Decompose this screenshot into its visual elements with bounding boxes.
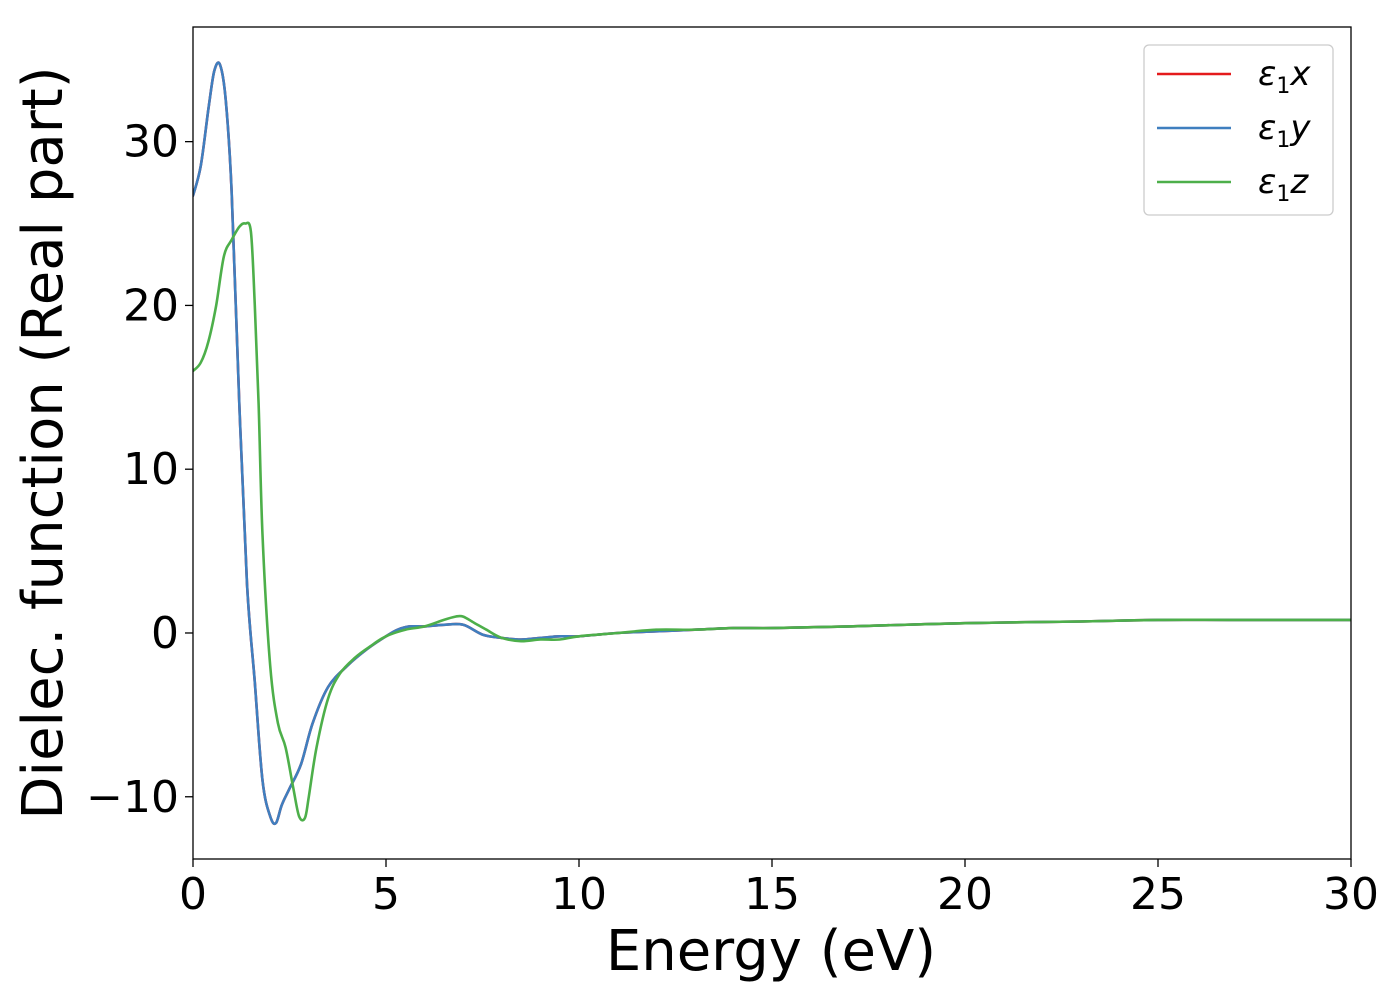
x-tick-label: 10 (551, 869, 607, 920)
y-axis-ticks: −10 0 10 20 30 (86, 117, 193, 823)
y-tick-label: 30 (123, 117, 179, 168)
series-lines (193, 61, 1351, 826)
x-tick-label: 30 (1323, 869, 1379, 920)
x-tick-label: 0 (179, 869, 207, 920)
x-tick-label: 20 (937, 869, 993, 920)
legend-label-x: ε1x (1258, 54, 1311, 99)
legend: ε1x ε1y ε1z (1143, 44, 1334, 216)
series-line-z (193, 221, 1351, 822)
legend-box (1143, 44, 1334, 216)
x-axis-label: Energy (eV) (606, 919, 936, 984)
y-tick-label: −10 (86, 772, 179, 823)
legend-label-z: ε1z (1258, 162, 1309, 207)
legend-label-y: ε1y (1258, 108, 1311, 153)
x-axis-ticks: 0 5 10 15 20 25 30 (179, 859, 1379, 920)
y-tick-label: 10 (123, 444, 179, 495)
y-tick-label: 0 (151, 608, 179, 659)
x-tick-label: 5 (372, 869, 400, 920)
x-tick-label: 15 (744, 869, 800, 920)
x-tick-label: 25 (1130, 869, 1186, 920)
y-tick-label: 20 (123, 280, 179, 331)
y-axis-label: Dielec. function (Real part) (11, 66, 76, 819)
